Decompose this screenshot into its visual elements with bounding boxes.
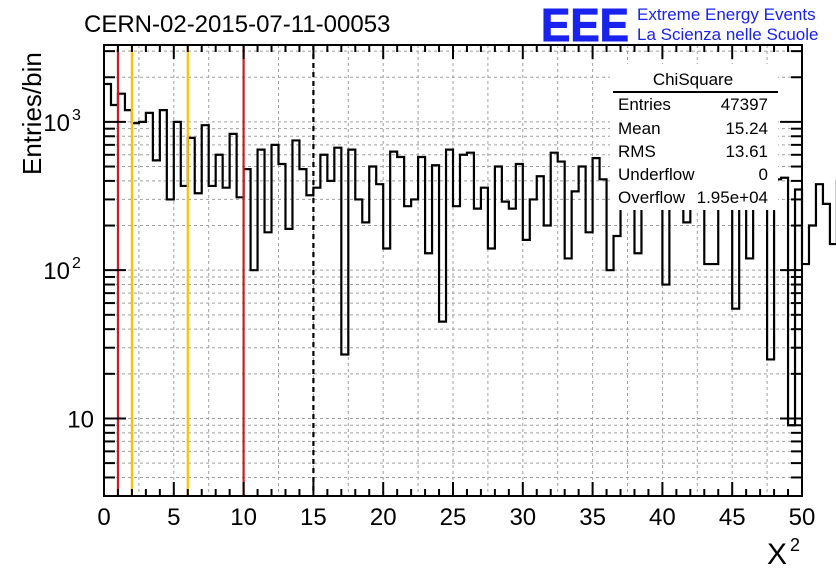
x-tick-labels: 0 5 10 15 20 25 30 35 40 45 50 (97, 504, 815, 531)
y-tick-label-exp: 3 (72, 107, 81, 124)
x-tick-label: 10 (230, 504, 257, 531)
x-tick-label: 45 (719, 504, 746, 531)
y-tick-label-exp: 2 (72, 255, 81, 272)
y-axis-label: Entries/bin (17, 52, 47, 175)
x-tick-label: 5 (167, 504, 180, 531)
stats-label-entries: Entries (618, 95, 671, 114)
logo-line2: La Scienza nelle Scuole (637, 25, 818, 44)
logo-text: EEE (541, 0, 629, 51)
stats-value-rms: 13.61 (725, 142, 768, 161)
stats-label-overflow: Overflow (618, 188, 686, 207)
stats-box-bg (610, 64, 778, 210)
x-tick-label: 15 (300, 504, 327, 531)
marker-lines (116, 45, 315, 496)
stats-box: ChiSquare Entries 47397 Mean 15.24 RMS 1… (610, 64, 778, 210)
stats-value-underflow: 0 (759, 165, 768, 184)
y-tick-label: 10 (67, 406, 94, 433)
histogram-line (104, 82, 836, 427)
x-tick-label: 30 (509, 504, 536, 531)
x-tick-label: 35 (579, 504, 606, 531)
stats-value-overflow: 1.95e+04 (697, 188, 768, 207)
stats-label-underflow: Underflow (618, 165, 695, 184)
stats-title: ChiSquare (653, 70, 733, 89)
x-tick-label: 50 (789, 504, 816, 531)
stats-value-mean: 15.24 (725, 119, 768, 138)
x-tick-label: 40 (649, 504, 676, 531)
logo-line1: Extreme Energy Events (637, 5, 816, 24)
x-axis-label: X 2 (767, 535, 800, 571)
stats-label-mean: Mean (618, 119, 661, 138)
y-tick-label-base: 10 (43, 258, 70, 285)
chart-title: CERN-02-2015-07-11-00053 (84, 11, 390, 38)
stats-value-entries: 47397 (721, 95, 768, 114)
eee-logo: EEE Extreme Energy Events La Scienza nel… (541, 0, 819, 52)
x-tick-label: 0 (97, 504, 110, 531)
x-tick-label: 20 (370, 504, 397, 531)
x-tick-label: 25 (440, 504, 467, 531)
stats-label-rms: RMS (618, 142, 656, 161)
y-tick-label-base: 10 (43, 110, 70, 137)
x-axis-label-sup: 2 (790, 535, 800, 555)
axis-ticks (103, 45, 803, 497)
x-axis-label-main: X (767, 538, 787, 571)
